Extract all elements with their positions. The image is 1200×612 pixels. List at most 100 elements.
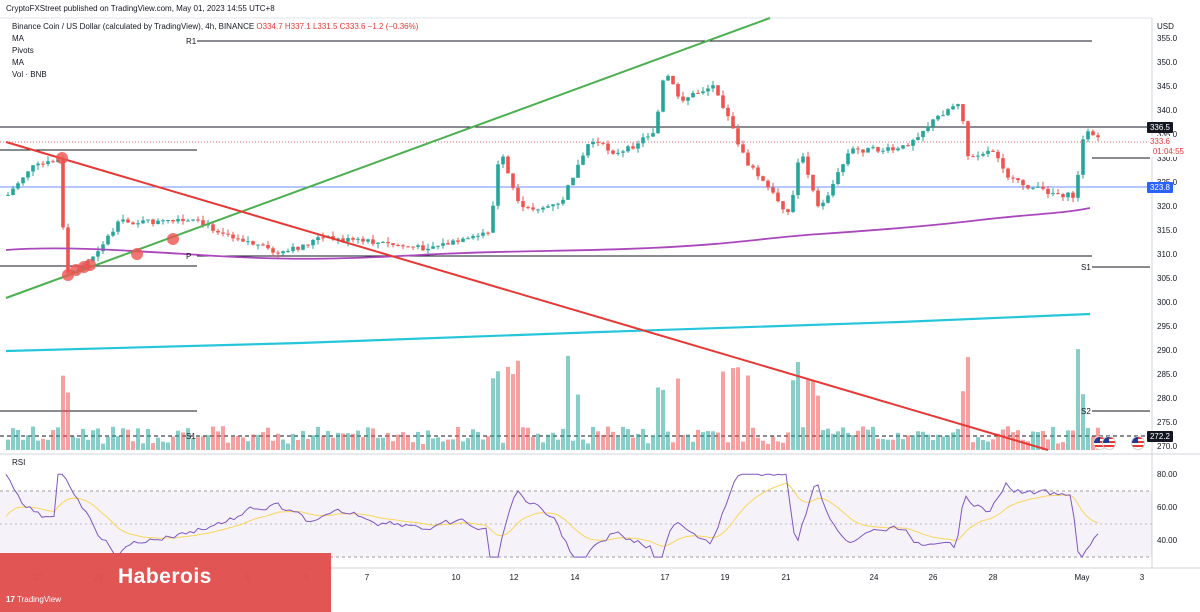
- us-flag-icon[interactable]: [1131, 436, 1145, 450]
- volume-bar: [836, 431, 840, 450]
- candle-body: [946, 109, 950, 116]
- price-tick-label: 310.0: [1157, 250, 1178, 259]
- volume-bar: [756, 437, 760, 450]
- volume-bar: [996, 433, 1000, 450]
- candle-body: [1016, 178, 1020, 181]
- candle-body: [421, 245, 425, 251]
- indicator-ma-2[interactable]: MA: [12, 58, 24, 67]
- candle-body: [236, 238, 240, 240]
- volume-bar: [316, 426, 320, 450]
- candle-body: [616, 152, 620, 154]
- candle-body: [96, 251, 100, 257]
- volume-bar: [536, 433, 540, 450]
- indicator-volume[interactable]: Vol · BNB: [12, 70, 47, 79]
- candle-body: [641, 137, 645, 144]
- candle-body: [721, 95, 725, 108]
- price-tick-label: 285.0: [1157, 370, 1178, 379]
- volume-bar: [311, 435, 315, 450]
- volume-bar: [1001, 429, 1005, 450]
- candle-body: [441, 243, 445, 246]
- date-tick-label: 28: [988, 573, 998, 582]
- volume-bar: [261, 432, 265, 450]
- candle-body: [996, 151, 1000, 159]
- candle-body: [521, 201, 525, 208]
- volume-bar: [11, 428, 15, 450]
- candle-body: [691, 92, 695, 98]
- volume-bar: [236, 436, 240, 450]
- candle-body: [981, 153, 985, 156]
- price-tick-label: 300.0: [1157, 298, 1178, 307]
- candle-body: [781, 201, 785, 210]
- candle-body: [336, 238, 340, 240]
- candle-body: [316, 237, 320, 241]
- candle-body: [531, 207, 535, 210]
- candle-body: [321, 237, 325, 239]
- indicator-ma-1[interactable]: MA: [12, 34, 24, 43]
- volume-bar: [526, 427, 530, 450]
- volume-bar: [266, 427, 270, 450]
- candle-body: [746, 152, 750, 166]
- volume-bar: [471, 429, 475, 450]
- candle-body: [91, 256, 95, 262]
- candle-body: [476, 235, 480, 237]
- volume-bar: [711, 431, 715, 450]
- candle-body: [791, 195, 795, 213]
- date-tick-label: 26: [928, 573, 938, 582]
- candle-body: [491, 205, 495, 233]
- us-flag-icon[interactable]: [1102, 436, 1116, 450]
- candle-body: [756, 167, 760, 177]
- candle-body: [1076, 174, 1080, 198]
- candle-body: [1061, 194, 1065, 198]
- price-tick-label: 275.0: [1157, 418, 1178, 427]
- candle-body: [556, 203, 560, 205]
- candle-body: [411, 246, 415, 248]
- candle-body: [936, 115, 940, 120]
- candle-body: [511, 173, 515, 188]
- pivot-old-s1-label: S1: [186, 432, 196, 441]
- red-trendline[interactable]: [5, 141, 1049, 451]
- candle-body: [341, 238, 345, 242]
- candle-body: [661, 80, 665, 112]
- candle-body: [606, 143, 610, 151]
- volume-bar: [521, 427, 525, 450]
- symbol-name[interactable]: Binance Coin / US Dollar (calculated by …: [12, 22, 255, 31]
- indicator-pivots[interactable]: Pivots: [12, 46, 34, 55]
- volume-bar: [541, 442, 545, 450]
- candle-body: [576, 164, 580, 178]
- candle-body: [1086, 131, 1090, 140]
- volume-bar: [746, 375, 750, 450]
- candle-body: [191, 219, 195, 221]
- candle-body: [241, 238, 245, 242]
- volume-bar: [571, 440, 575, 450]
- volume-bar: [226, 442, 230, 450]
- candle-body: [126, 219, 130, 223]
- candle-body: [156, 220, 160, 225]
- volume-bar: [576, 394, 580, 450]
- price-tick-label: 280.0: [1157, 394, 1178, 403]
- candle-body: [391, 243, 395, 246]
- volume-bar: [411, 442, 415, 450]
- volume-bar: [141, 443, 145, 450]
- volume-bar: [251, 434, 255, 450]
- volume-bar: [201, 436, 205, 450]
- marker-circle: [167, 233, 179, 245]
- candle-body: [486, 232, 490, 234]
- volume-bar: [886, 439, 890, 450]
- price-tick-label: 330.0: [1157, 154, 1178, 163]
- candle-body: [116, 221, 120, 232]
- watermark-author: Haberois: [118, 565, 212, 588]
- candle-body: [121, 219, 125, 222]
- candle-body: [21, 177, 25, 184]
- rsi-tick-label: 80.00: [1157, 470, 1178, 479]
- volume-bar: [66, 392, 70, 450]
- volume-bar: [636, 433, 640, 450]
- volume-bar: [486, 436, 490, 450]
- candle-body: [291, 246, 295, 252]
- close-value: C333.6: [339, 22, 366, 31]
- rsi-ma-line: [5, 482, 1099, 547]
- candle-body: [396, 245, 400, 247]
- volume-bar: [51, 430, 55, 450]
- volume-bar: [751, 427, 755, 450]
- volume-bar: [156, 437, 160, 450]
